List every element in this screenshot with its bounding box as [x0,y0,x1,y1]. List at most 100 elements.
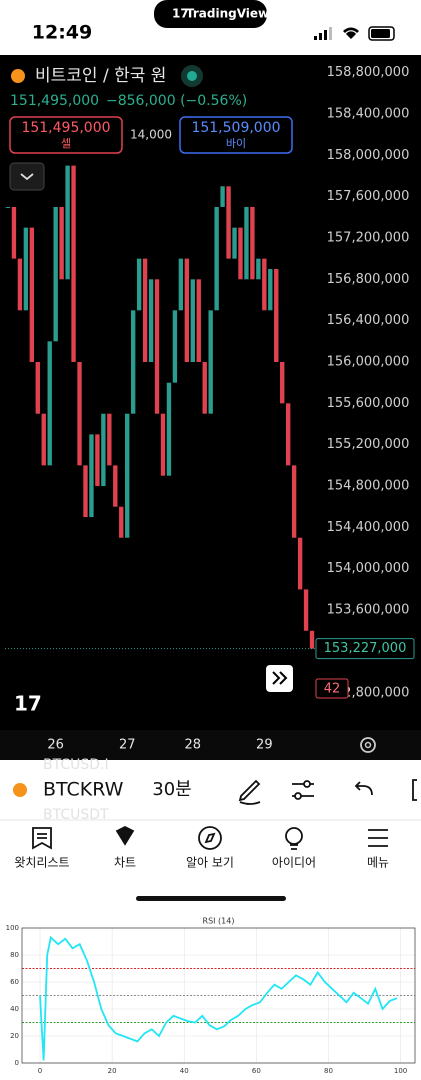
candle [208,310,213,414]
candle [83,465,88,518]
nav-label[interactable]: 차트 [114,856,136,870]
date-tick-label: 26 [47,738,64,753]
candle [202,362,207,414]
price-tick-label: 158,000,000 [327,148,410,163]
spread: 14,000 [130,128,172,142]
settings-icon[interactable] [360,737,376,753]
sell-button[interactable] [9,116,123,154]
price-tick-label: 154,400,000 [327,520,410,535]
candle [291,465,297,538]
candle [214,206,219,311]
candle [47,341,52,466]
price-tick-label: 156,800,000 [327,272,410,287]
app-name: TradingView [186,7,269,21]
tv-watermark: 17 [14,692,42,716]
y-tick-label: 40 [10,1005,19,1013]
x-tick-label: 20 [108,1067,117,1075]
sell-price: 151,495,000 [21,120,110,136]
price-tick-label: 153,600,000 [327,603,410,618]
y-tick-label: 100 [6,924,19,932]
candle [5,206,11,208]
rsi-title: RSI (14) [203,917,235,926]
candle [107,413,112,466]
price-tick-label: 155,200,000 [327,437,410,452]
candle [17,258,23,311]
last-price: 151,495,000 [10,93,99,109]
candle [130,310,136,414]
toolbar-symbol[interactable]: BTCKRW [43,779,124,801]
market-status-dot [187,71,197,81]
nav-label[interactable]: 왓치리스트 [14,856,69,870]
countdown: 42 [324,682,341,697]
candle [59,206,64,280]
price-tick-label: 158,800,000 [327,65,410,80]
nav-label[interactable]: 알아 보기 [186,856,234,870]
price-tick-label: 156,400,000 [327,313,410,328]
candle [113,465,118,507]
x-tick-label: 100 [394,1067,407,1075]
draw-icon[interactable] [238,779,261,805]
candle [160,413,166,476]
candle [244,206,249,280]
candle [285,403,291,466]
app-pill [154,0,267,28]
nav-icons [32,825,388,850]
candle [65,165,70,280]
candle [95,434,100,487]
candle [256,258,261,280]
nav-label[interactable]: 아이디어 [272,856,316,870]
buy-label: 바이 [226,137,246,150]
candle [154,279,160,414]
date-tick-label: 28 [185,738,202,753]
candle [309,630,315,649]
candle [53,206,58,342]
more-icon[interactable] [412,779,417,801]
home-indicator [136,896,286,901]
price-tick-label: 154,800,000 [327,479,410,494]
candle [184,258,190,363]
ghost-symbol: BTCUSD.I [43,757,109,773]
candle [250,206,255,280]
candle [172,310,178,383]
candle [148,279,154,363]
time-axis [0,730,421,760]
date-tick-label: 29 [256,738,273,753]
price-tick-label: 158,400,000 [327,106,410,121]
indicators-icon[interactable] [292,780,314,800]
ghost-symbol: BTCUSDT [43,807,109,823]
interval[interactable]: 30분 [152,779,191,800]
app-logo: 17 [172,7,189,21]
candle [166,382,172,476]
clock: 12:49 [32,22,92,44]
undo-icon[interactable] [354,781,373,796]
btc-icon [11,69,25,83]
toolbar [0,760,421,820]
nav-label[interactable]: 메뉴 [367,856,389,870]
date-tick-label: 27 [119,738,136,753]
symbol-name[interactable]: 비트코인 / 한국 원 [35,66,166,86]
candle [119,506,124,538]
price-tick-label: 155,600,000 [327,396,410,411]
candle [297,537,303,590]
last-price-label: 153,227,000 [324,641,407,656]
price-tick-label: 157,200,000 [327,230,410,245]
candle [11,206,17,259]
x-tick-label: 40 [180,1067,189,1075]
price-tick-label: 157,600,000 [327,189,410,204]
last-price-box [315,638,415,660]
candle [262,258,267,311]
candle [226,186,231,259]
candle [280,362,285,404]
candle [41,413,46,466]
y-tick-label: 0 [15,1059,19,1067]
sell-label: 셀 [61,137,71,150]
x-tick-label: 80 [324,1067,333,1075]
y-tick-label: 80 [10,951,19,959]
candle [238,227,243,280]
collapse-button[interactable] [9,162,45,191]
buy-button[interactable] [179,116,293,154]
plot-frame [21,927,416,1064]
candle [142,258,148,363]
